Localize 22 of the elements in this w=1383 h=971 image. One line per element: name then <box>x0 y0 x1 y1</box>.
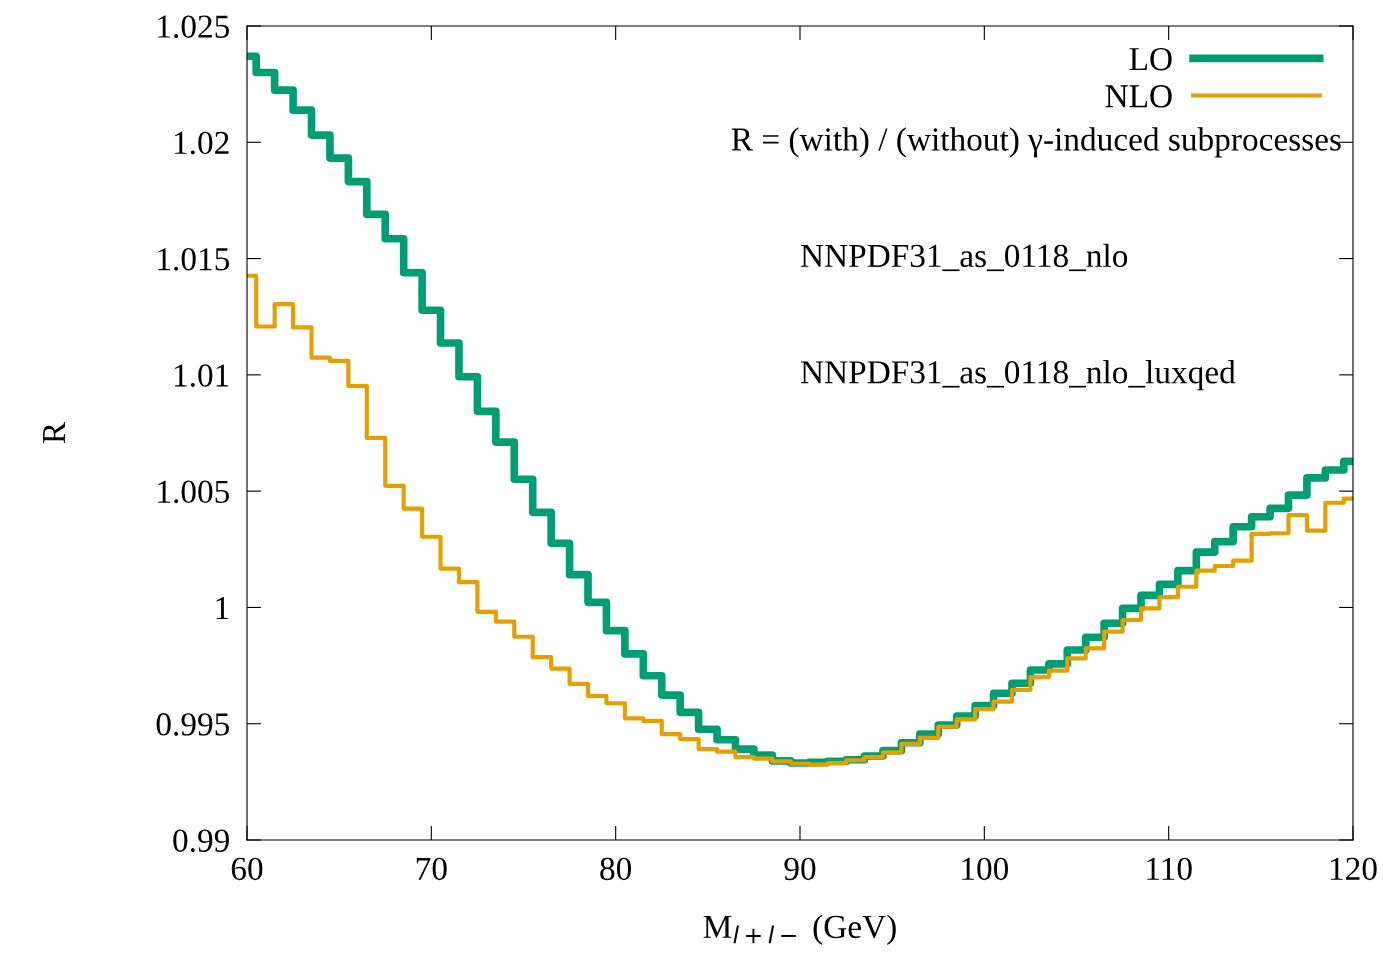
legend-label: LO <box>1129 48 1172 71</box>
annotation: NNPDF31_as_0118_nlo <box>800 243 1128 272</box>
y-tick-label: 0.99 <box>173 829 229 853</box>
y-tick-label: 1.025 <box>158 15 230 39</box>
annotation: NNPDF31_as_0118_nlo_luxqed <box>800 360 1236 391</box>
annotation: R = (with) / (without) γ-induced subprocesses <box>731 127 1341 158</box>
x-tick-label: 80 <box>600 857 632 881</box>
y-tick-label: 1.02 <box>174 131 229 155</box>
x-tick-label: 60 <box>231 857 263 881</box>
x-tick-label: 70 <box>416 857 447 881</box>
y-tick-label: 1.005 <box>158 480 230 504</box>
x-axis-title: M$_{l+l−}$ (GeV) <box>703 914 896 945</box>
x-tick-label: 90 <box>784 857 816 881</box>
y-tick-label: 1.01 <box>174 364 229 387</box>
x-tick-label: 120 <box>1330 857 1377 881</box>
y-tick-label: 1 <box>216 596 229 619</box>
y-tick-label: 0.995 <box>156 713 230 736</box>
y-tick-label: 1.015 <box>158 247 230 271</box>
y-axis-title: R <box>43 421 65 444</box>
legend-label: NLO <box>1105 85 1172 108</box>
x-tick-label: 110 <box>1147 857 1192 881</box>
x-tick-label: 100 <box>962 857 1009 881</box>
